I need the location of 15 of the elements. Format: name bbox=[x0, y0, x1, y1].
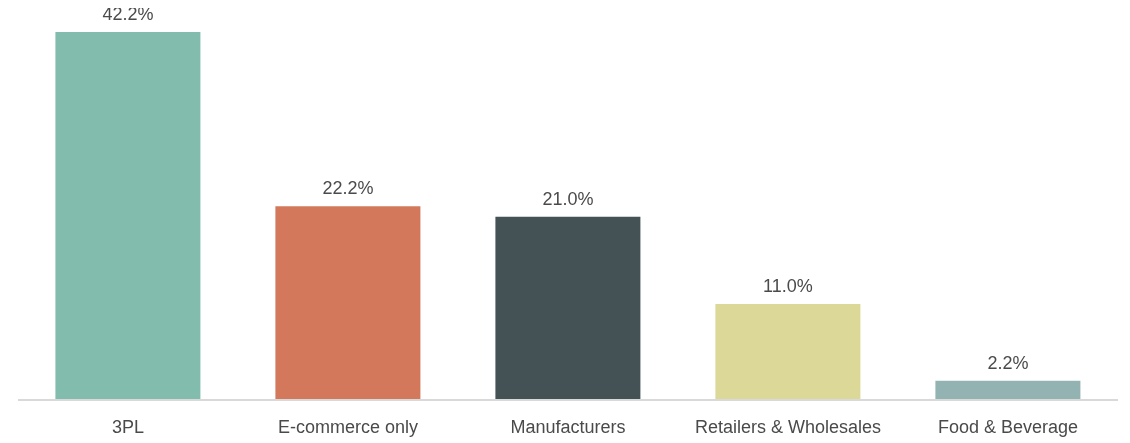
bar bbox=[275, 206, 421, 400]
data-label: 2.2% bbox=[987, 352, 1029, 373]
x-tick-label: Retailers & Wholesales bbox=[694, 416, 882, 437]
x-tick-label: E-commerce only bbox=[277, 416, 419, 437]
data-label: 11.0% bbox=[763, 276, 813, 297]
bar bbox=[55, 31, 201, 400]
bar bbox=[715, 304, 861, 400]
bar bbox=[935, 380, 1081, 400]
data-label: 22.2% bbox=[322, 178, 374, 199]
x-tick-label: Food & Beverage bbox=[937, 416, 1079, 437]
x-tick-label: 3PL bbox=[111, 416, 145, 437]
data-label: 42.2% bbox=[102, 3, 154, 24]
bar bbox=[495, 216, 641, 400]
data-label: 21.0% bbox=[542, 188, 594, 209]
x-tick-label: Manufacturers bbox=[510, 416, 626, 437]
